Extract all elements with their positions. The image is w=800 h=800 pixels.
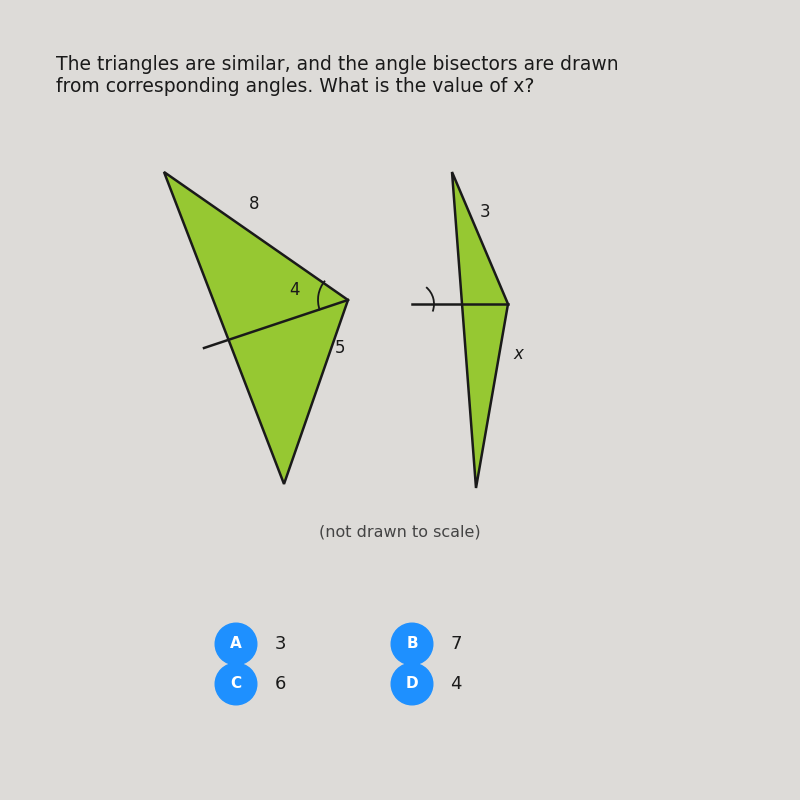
Circle shape [391,623,433,665]
Text: x: x [514,345,523,362]
Text: 3: 3 [479,203,490,221]
Text: 4: 4 [289,281,300,298]
Text: 4: 4 [450,675,462,693]
Text: 3: 3 [274,635,286,653]
Text: C: C [230,677,242,691]
Text: B: B [406,637,418,651]
Text: 5: 5 [334,339,346,357]
Text: D: D [406,677,418,691]
Polygon shape [452,172,508,488]
Text: 8: 8 [249,195,260,213]
Circle shape [391,663,433,705]
Text: 7: 7 [450,635,462,653]
Text: (not drawn to scale): (not drawn to scale) [319,525,481,539]
Circle shape [215,663,257,705]
Text: The triangles are similar, and the angle bisectors are drawn
from corresponding : The triangles are similar, and the angle… [56,55,618,97]
Text: A: A [230,637,242,651]
Text: 6: 6 [274,675,286,693]
Polygon shape [164,172,348,484]
Circle shape [215,623,257,665]
